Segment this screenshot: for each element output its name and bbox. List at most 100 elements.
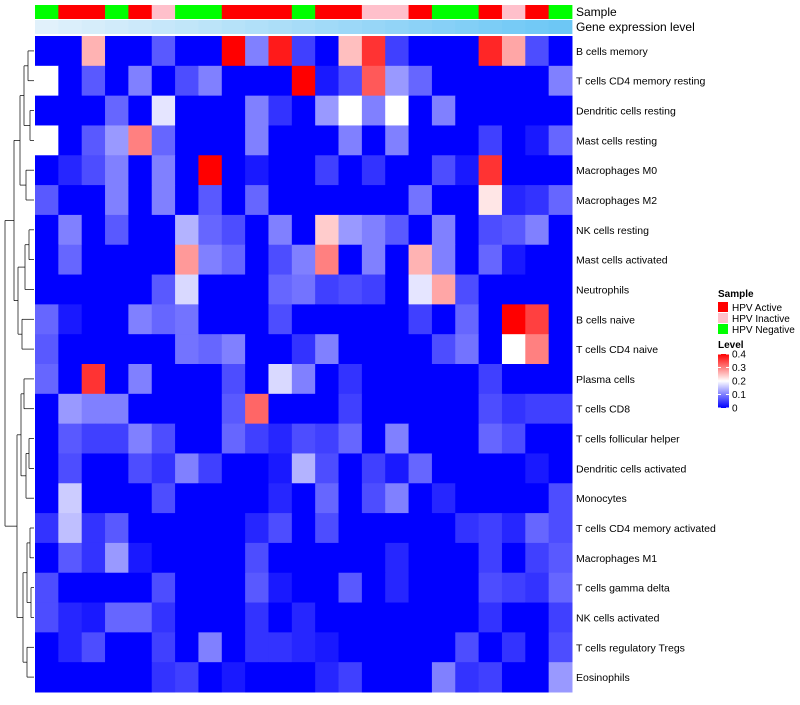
heatmap-cell — [221, 304, 246, 335]
heatmap-cell — [81, 483, 106, 514]
heatmap-cell — [268, 334, 293, 365]
heatmap-cell — [151, 274, 176, 305]
heatmap-cell — [501, 155, 526, 186]
heatmap-cell — [385, 36, 410, 67]
heatmap-cell — [478, 602, 503, 633]
heatmap-cell — [548, 662, 573, 693]
heatmap-cell — [35, 393, 59, 425]
heatmap-cell — [128, 274, 153, 305]
expression-annotation-cell — [221, 20, 246, 34]
sample-annotation-cell — [361, 5, 386, 19]
heatmap-cell — [245, 334, 269, 365]
row-label: T cells CD4 memory resting — [576, 76, 705, 88]
heatmap-cell — [105, 513, 129, 544]
heatmap-cell — [315, 453, 340, 484]
sample-annotation-cell — [501, 5, 526, 19]
heatmap-cell — [35, 423, 59, 454]
heatmap-cell — [361, 453, 386, 484]
heatmap-cell — [58, 423, 83, 454]
sample-annotation-cell — [291, 5, 316, 19]
heatmap-cell — [58, 95, 83, 126]
heatmap-cell — [478, 36, 503, 67]
heatmap-cell — [478, 244, 503, 276]
heatmap-cell — [455, 364, 480, 395]
sample-annotation-cell — [105, 5, 129, 19]
heatmap-cell — [81, 304, 106, 335]
heatmap-cell — [105, 274, 129, 305]
heatmap-cell — [128, 423, 153, 454]
heatmap-cell — [151, 304, 176, 335]
heatmap-cell — [175, 155, 199, 186]
heatmap-cell — [268, 483, 293, 514]
heatmap-cell — [128, 125, 153, 156]
heatmap-cell — [268, 542, 293, 574]
heatmap-cell — [35, 304, 59, 335]
heatmap-cell — [431, 602, 456, 633]
heatmap-cell — [478, 65, 503, 97]
heatmap-cell — [338, 423, 363, 454]
heatmap-cell — [408, 95, 433, 126]
heatmap-cell — [338, 185, 363, 216]
heatmap-cell — [525, 95, 550, 126]
heatmap-cell — [548, 125, 573, 156]
heatmap-cell — [151, 244, 176, 276]
heatmap-cell — [548, 572, 573, 604]
heatmap-cell — [58, 393, 83, 425]
heatmap-cell — [291, 95, 316, 126]
heatmap-cell — [268, 423, 293, 454]
heatmap-cell — [221, 572, 246, 604]
heatmap-cell — [548, 364, 573, 395]
heatmap-cell — [58, 334, 83, 365]
expression-annotation-cell — [501, 20, 526, 34]
heatmap-cell — [548, 393, 573, 425]
heatmap-cell — [315, 274, 340, 305]
heatmap-cell — [175, 214, 199, 246]
heatmap-cell — [338, 393, 363, 425]
heatmap-cell — [291, 632, 316, 663]
expression-annotation-cell — [81, 20, 106, 34]
heatmap-cell — [151, 393, 176, 425]
heatmap-cell — [361, 513, 386, 544]
heatmap-cell — [385, 393, 410, 425]
heatmap-cell — [455, 483, 480, 514]
heatmap-cell — [408, 632, 433, 663]
heatmap-cell — [478, 155, 503, 186]
heatmap-cell — [221, 423, 246, 454]
heatmap-cell — [315, 662, 340, 693]
heatmap-cell — [268, 632, 293, 663]
heatmap-cell — [385, 513, 410, 544]
heatmap-cell — [175, 602, 199, 633]
heatmap-cell — [478, 125, 503, 156]
heatmap-cell — [385, 65, 410, 97]
row-label: T cells gamma delta — [576, 583, 670, 595]
sample-annotation-cell — [431, 5, 456, 19]
heatmap-cell — [245, 125, 269, 156]
heatmap-cell — [175, 364, 199, 395]
heatmap-cell — [58, 185, 83, 216]
heatmap-cell — [268, 244, 293, 276]
heatmap-cell — [315, 542, 340, 574]
heatmap-cell — [385, 185, 410, 216]
legend-entry-label: HPV Inactive — [732, 314, 790, 325]
heatmap-cell — [198, 125, 223, 156]
legend-tick-label: 0.3 — [732, 363, 746, 374]
heatmap-cell — [385, 304, 410, 335]
row-label: Monocytes — [576, 493, 627, 505]
heatmap-cell — [268, 125, 293, 156]
heatmap-cell — [221, 36, 246, 67]
heatmap-cell — [151, 65, 176, 97]
sample-annotation-cell — [478, 5, 503, 19]
heatmap-cell — [385, 453, 410, 484]
heatmap-cell — [151, 453, 176, 484]
heatmap-cell — [221, 125, 246, 156]
heatmap-cell — [338, 483, 363, 514]
sample-annotation-cell — [548, 5, 573, 19]
heatmap-cell — [455, 125, 480, 156]
heatmap-cell — [198, 393, 223, 425]
heatmap-cell — [361, 65, 386, 97]
heatmap-cell — [525, 423, 550, 454]
heatmap-cell — [408, 662, 433, 693]
heatmap-cell — [385, 155, 410, 186]
heatmap-cell — [525, 125, 550, 156]
heatmap-cell — [361, 334, 386, 365]
